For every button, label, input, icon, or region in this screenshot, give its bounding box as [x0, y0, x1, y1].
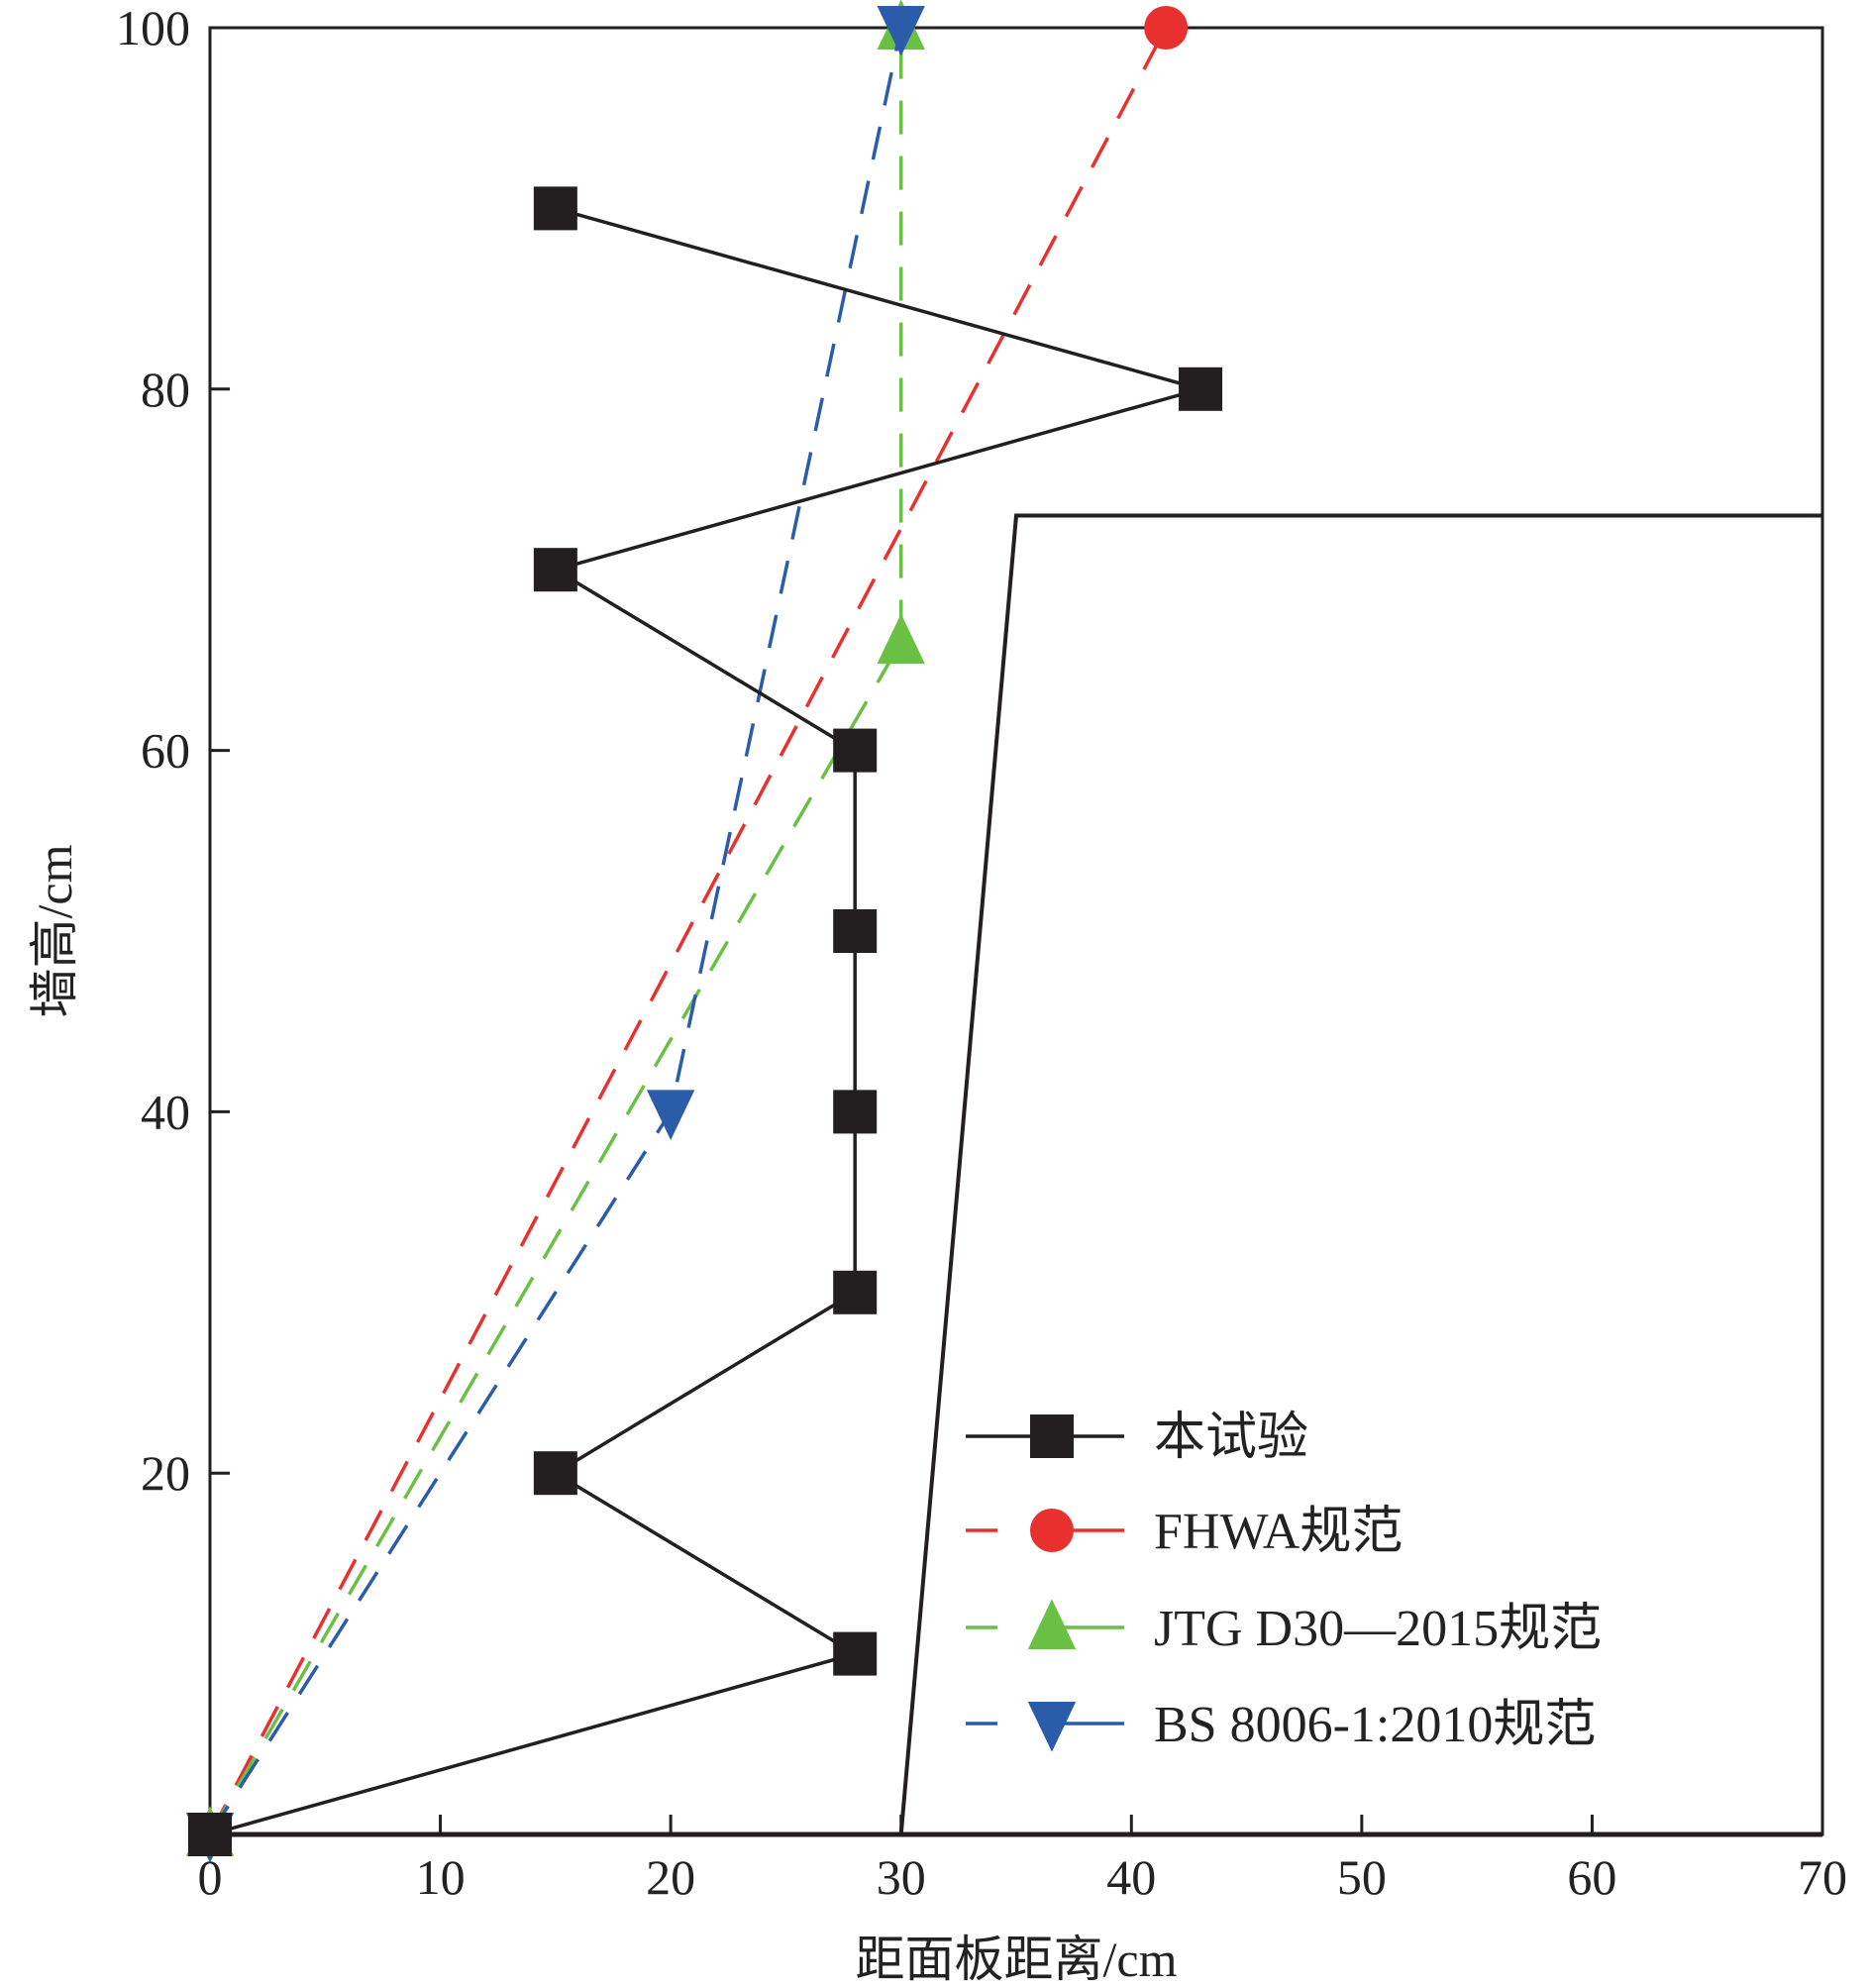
square-marker — [833, 909, 878, 953]
y-axis-label: 墙高/cm — [27, 844, 82, 1017]
triangle-down-marker — [1027, 1702, 1077, 1752]
square-marker — [833, 1270, 878, 1314]
series-layer — [185, 0, 1822, 1863]
y-tick-label: 100 — [116, 0, 190, 55]
square-marker — [1030, 1414, 1074, 1458]
x-tick-label: 50 — [1337, 1849, 1387, 1905]
legend-label: FHWA规范 — [1154, 1504, 1403, 1560]
y-tick-label: 40 — [141, 1084, 190, 1139]
triangle-up-marker — [1027, 1599, 1077, 1649]
legend: 本试验 FHWA规范 JTG D30—2015规范 BS 8006-1:2010规范 — [966, 1410, 1602, 1753]
square-marker — [533, 1451, 577, 1496]
legend-item: JTG D30—2015规范 — [966, 1599, 1602, 1657]
series-line — [208, 27, 903, 1835]
y-tick-label: 60 — [141, 723, 190, 779]
square-marker — [533, 548, 577, 592]
series-line — [208, 28, 903, 1835]
series-line — [209, 206, 1207, 1836]
x-axis-label: 距面板距离/cm — [856, 1932, 1178, 1987]
series-2 — [185, 0, 925, 1856]
square-marker — [833, 1090, 878, 1134]
triangle-up-marker — [877, 613, 925, 665]
legend-label: BS 8006-1:2010规范 — [1154, 1697, 1596, 1753]
circle-marker — [1144, 6, 1189, 50]
triangle-down-marker — [877, 6, 925, 56]
square-marker — [533, 186, 577, 231]
y-tick-label: 80 — [141, 362, 190, 417]
circle-marker — [1030, 1509, 1074, 1552]
legend-label: 本试验 — [1154, 1410, 1308, 1466]
series-line — [208, 27, 1168, 1835]
series-0 — [188, 186, 1223, 1856]
x-tick-label: 30 — [877, 1849, 926, 1905]
triangle-down-marker — [646, 1090, 695, 1140]
x-tick-label: 70 — [1798, 1849, 1847, 1905]
square-marker — [1179, 366, 1223, 411]
y-tick-label: 20 — [141, 1445, 190, 1501]
square-marker — [188, 1813, 232, 1856]
series-3 — [185, 6, 925, 1863]
plot-frame — [208, 26, 1824, 1836]
legend-label: JTG D30—2015规范 — [1154, 1601, 1602, 1657]
series-1 — [188, 6, 1189, 1856]
square-marker — [833, 1631, 878, 1676]
x-tick-label: 40 — [1106, 1849, 1156, 1905]
legend-item: FHWA规范 — [966, 1504, 1403, 1560]
legend-item: 本试验 — [966, 1410, 1308, 1466]
x-tick-label: 10 — [416, 1849, 466, 1905]
x-tick-label: 20 — [646, 1849, 695, 1905]
reference-line — [898, 513, 1822, 1835]
x-tick-label: 60 — [1567, 1849, 1616, 1905]
legend-item: BS 8006-1:2010规范 — [966, 1697, 1596, 1753]
square-marker — [833, 728, 878, 773]
